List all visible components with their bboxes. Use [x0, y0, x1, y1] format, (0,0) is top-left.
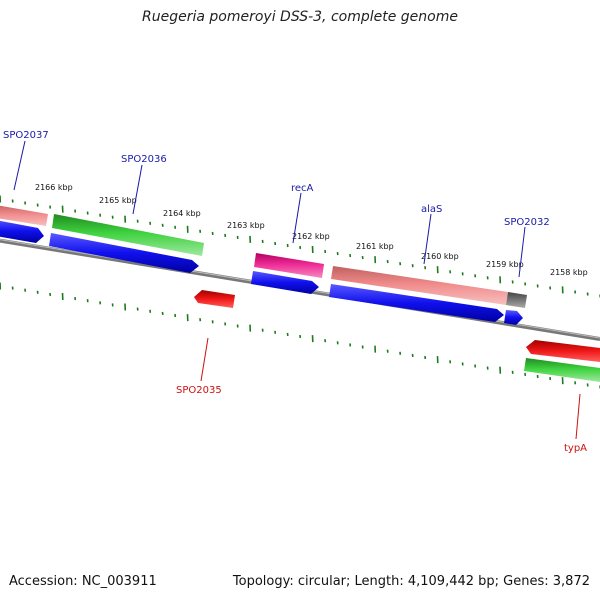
- gene-label-spo2035[interactable]: SPO2035: [176, 385, 222, 396]
- gene-feature-alas-upper[interactable]: [331, 266, 508, 305]
- accession-text: Accession: NC_003911: [9, 574, 157, 589]
- gene-feature-spo2032-lower[interactable]: [504, 310, 523, 325]
- kbp-label: 2163 kbp: [227, 221, 265, 230]
- gene-feature-spo2036-upper[interactable]: [52, 214, 204, 256]
- gene-label-reca[interactable]: recA: [291, 183, 314, 194]
- kbp-label: 2164 kbp: [163, 209, 201, 218]
- scale-labels: 2166 kbp 2165 kbp 2164 kbp 2163 kbp 2162…: [35, 183, 588, 277]
- map-title: Ruegeria pomeroyi DSS-3, complete genome: [142, 9, 458, 25]
- gene-label-alas[interactable]: alaS: [421, 204, 442, 215]
- kbp-label: 2160 kbp: [421, 252, 459, 261]
- gene-leader-lines: [13, 140, 581, 440]
- kbp-label: 2166 kbp: [35, 183, 73, 192]
- gene-feature-spo2035[interactable]: [194, 290, 235, 308]
- kbp-label: 2159 kbp: [486, 260, 524, 269]
- genome-summary-text: Topology: circular; Length: 4,109,442 bp…: [232, 574, 590, 589]
- gene-feature-spo2037-lower[interactable]: [0, 219, 44, 243]
- gene-feature-spo2037-upper[interactable]: [0, 204, 48, 226]
- kbp-label: 2162 kbp: [292, 232, 330, 241]
- gene-label-spo2037[interactable]: SPO2037: [3, 130, 49, 141]
- gene-label-spo2036[interactable]: SPO2036: [121, 154, 167, 165]
- scale-ticks-outer: [0, 195, 600, 298]
- gene-feature-reca-upper[interactable]: [254, 253, 324, 278]
- scale-ticks-inner: [0, 282, 600, 389]
- kbp-label: 2158 kbp: [550, 268, 588, 277]
- gene-label-spo2032[interactable]: SPO2032: [504, 217, 550, 228]
- gene-labels: SPO2037 SPO2036 recA alaS SPO2032 SPO203…: [3, 130, 587, 454]
- gene-feature-spo2036-lower[interactable]: [49, 233, 199, 273]
- gene-feature-reca-lower[interactable]: [251, 271, 319, 294]
- gene-label-typa[interactable]: typA: [564, 443, 587, 454]
- gene-feature-spo2032-upper[interactable]: [506, 292, 527, 308]
- gene-feature-typa-upper[interactable]: [526, 340, 600, 362]
- kbp-label: 2161 kbp: [356, 242, 394, 251]
- kbp-label: 2165 kbp: [99, 196, 137, 205]
- gene-feature-alas-lower[interactable]: [329, 284, 504, 322]
- gene-feature-typa-lower[interactable]: [524, 358, 600, 382]
